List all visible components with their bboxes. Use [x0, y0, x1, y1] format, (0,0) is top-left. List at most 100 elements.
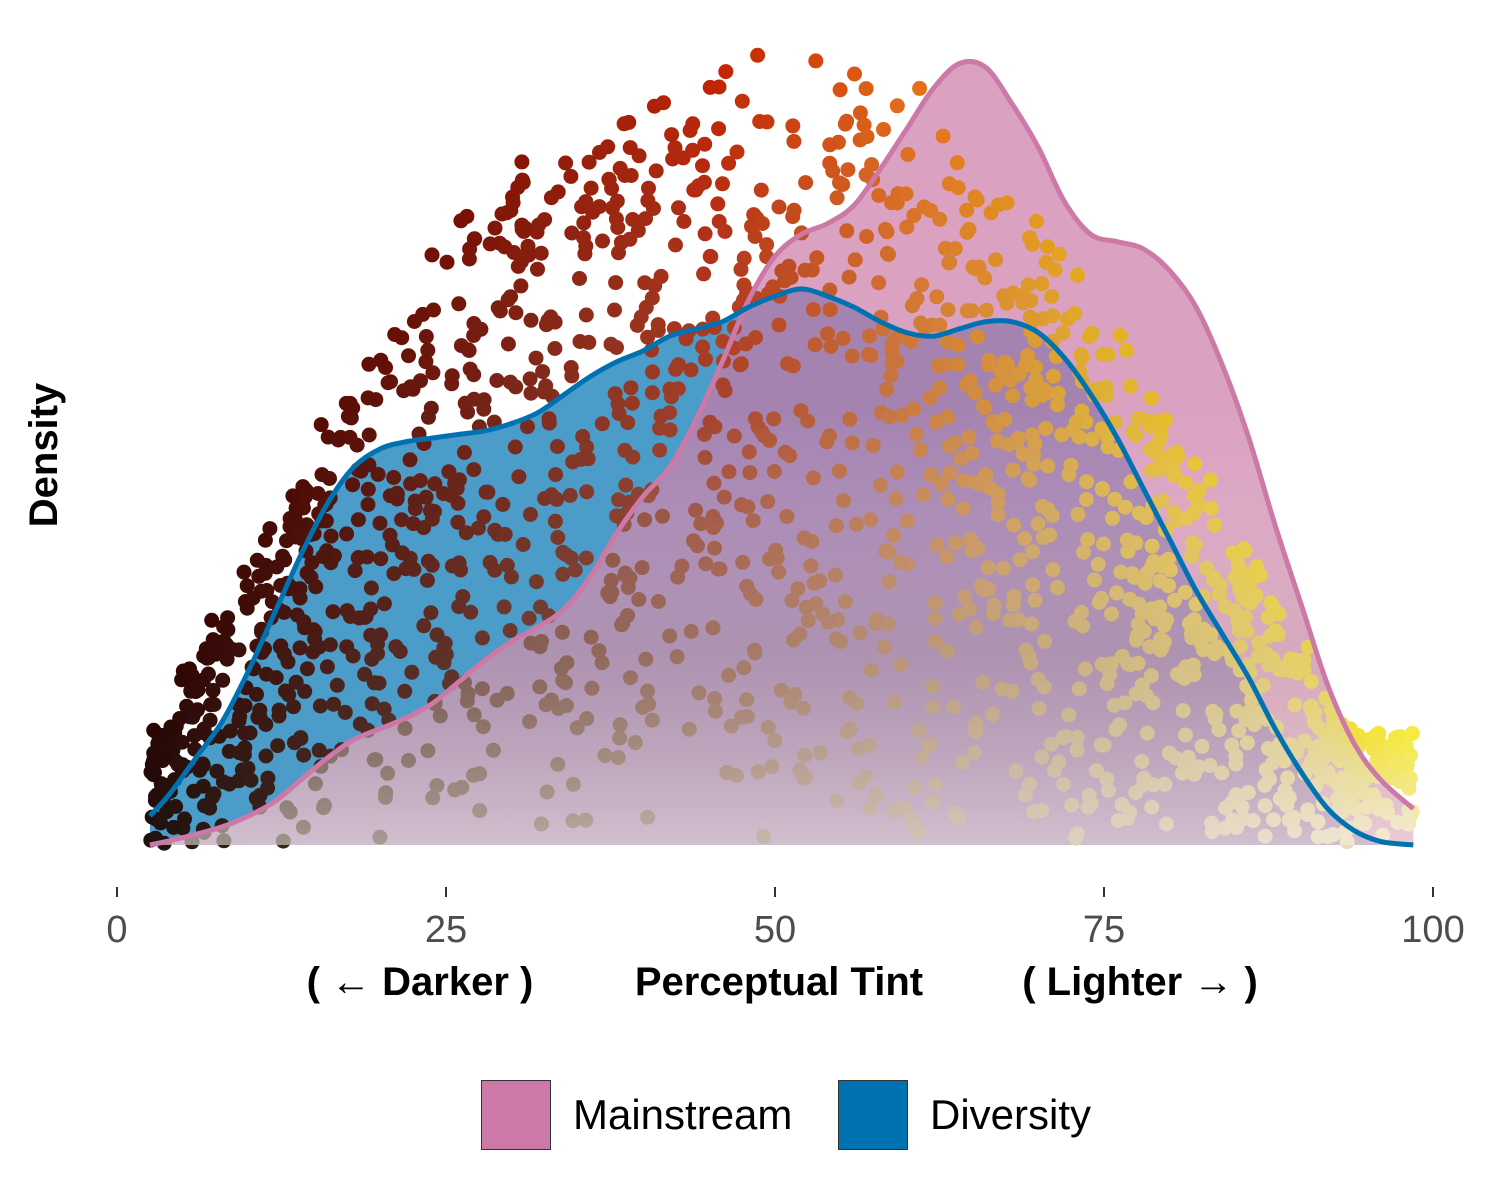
tint-point	[453, 338, 469, 354]
tint-point	[337, 704, 353, 720]
tint-point	[577, 246, 593, 262]
legend-label-diversity: Diversity	[930, 1091, 1092, 1138]
tint-point	[585, 204, 601, 220]
tint-point	[339, 526, 355, 542]
tint-point	[530, 261, 545, 277]
tint-point	[343, 410, 359, 426]
tint-point	[638, 211, 653, 227]
tint-point	[750, 47, 766, 63]
tint-point	[368, 392, 384, 408]
tint-point	[1391, 756, 1407, 772]
tint-point	[361, 356, 377, 372]
tint-point	[840, 162, 856, 178]
tint-point	[533, 245, 549, 261]
tint-point	[426, 302, 441, 318]
tint-point	[205, 682, 221, 698]
tint-point	[221, 776, 237, 792]
tint-point	[389, 491, 405, 507]
tint-point	[505, 189, 520, 205]
tint-point	[1112, 327, 1128, 343]
tint-point	[899, 219, 915, 235]
tint-point	[237, 740, 253, 756]
tint-point	[771, 199, 787, 215]
tint-point	[969, 329, 985, 345]
tint-point	[166, 819, 182, 835]
tint-point	[523, 312, 539, 328]
tint-point	[418, 354, 434, 370]
tint-point	[463, 604, 479, 620]
tint-point	[386, 566, 402, 582]
tint-point	[988, 377, 1003, 393]
tint-point	[444, 368, 460, 384]
tint-point	[949, 155, 965, 171]
tint-point	[461, 251, 477, 267]
tint-point	[1028, 213, 1044, 229]
tint-point	[617, 168, 633, 183]
tint-point	[914, 277, 930, 293]
tint-point	[388, 639, 404, 655]
tint-point	[759, 114, 775, 130]
tint-point	[715, 176, 730, 192]
tint-point	[528, 574, 544, 590]
tint-point	[492, 303, 508, 319]
tint-point	[466, 367, 482, 383]
tint-point	[978, 302, 994, 318]
tint-point	[640, 193, 656, 209]
tint-point	[497, 526, 513, 542]
tint-point	[640, 329, 656, 345]
tint-point	[579, 484, 595, 500]
tint-point	[734, 93, 750, 109]
tint-point	[738, 336, 754, 352]
tint-point	[319, 659, 335, 675]
tint-point	[969, 192, 985, 208]
tint-point	[361, 427, 377, 443]
tint-point	[829, 190, 845, 206]
tint-point	[839, 223, 855, 239]
tint-point	[460, 404, 476, 420]
tint-point	[771, 317, 787, 333]
tint-point	[576, 230, 591, 246]
tint-point	[653, 408, 669, 424]
tint-point	[304, 555, 320, 571]
tint-point	[541, 415, 557, 431]
tint-point	[436, 655, 452, 671]
tint-point	[983, 205, 999, 221]
tint-point	[347, 563, 363, 579]
tint-point	[558, 155, 574, 171]
tint-point	[930, 358, 946, 374]
tint-point	[360, 481, 376, 497]
tint-point	[522, 506, 538, 522]
tint-point	[630, 222, 646, 238]
tint-point	[322, 637, 338, 653]
tint-point	[563, 168, 579, 184]
tint-point	[397, 683, 413, 699]
tint-point	[418, 329, 434, 344]
tint-point	[245, 590, 261, 606]
tint-point	[268, 670, 284, 686]
tint-point	[959, 224, 975, 240]
tint-point	[965, 259, 981, 275]
tint-point	[271, 708, 287, 724]
tint-point	[923, 203, 939, 218]
tint-point	[325, 604, 341, 620]
tint-point	[878, 221, 893, 237]
tint-point	[458, 525, 474, 541]
tint-point	[405, 516, 421, 532]
tint-point	[697, 226, 713, 242]
tint-point	[822, 302, 838, 318]
tint-point	[402, 452, 418, 468]
tint-point	[495, 496, 511, 512]
tint-point	[964, 303, 980, 319]
tint-point	[578, 307, 594, 323]
tint-point	[610, 220, 626, 235]
tint-point	[822, 137, 838, 153]
tint-point	[1067, 306, 1083, 321]
tint-point	[451, 472, 467, 488]
tint-point	[825, 163, 841, 179]
tint-point	[682, 122, 698, 138]
tint-point	[204, 612, 220, 628]
tint-point	[236, 564, 252, 580]
tint-point	[797, 262, 813, 278]
tint-point	[721, 155, 737, 171]
tint-point	[299, 661, 315, 677]
